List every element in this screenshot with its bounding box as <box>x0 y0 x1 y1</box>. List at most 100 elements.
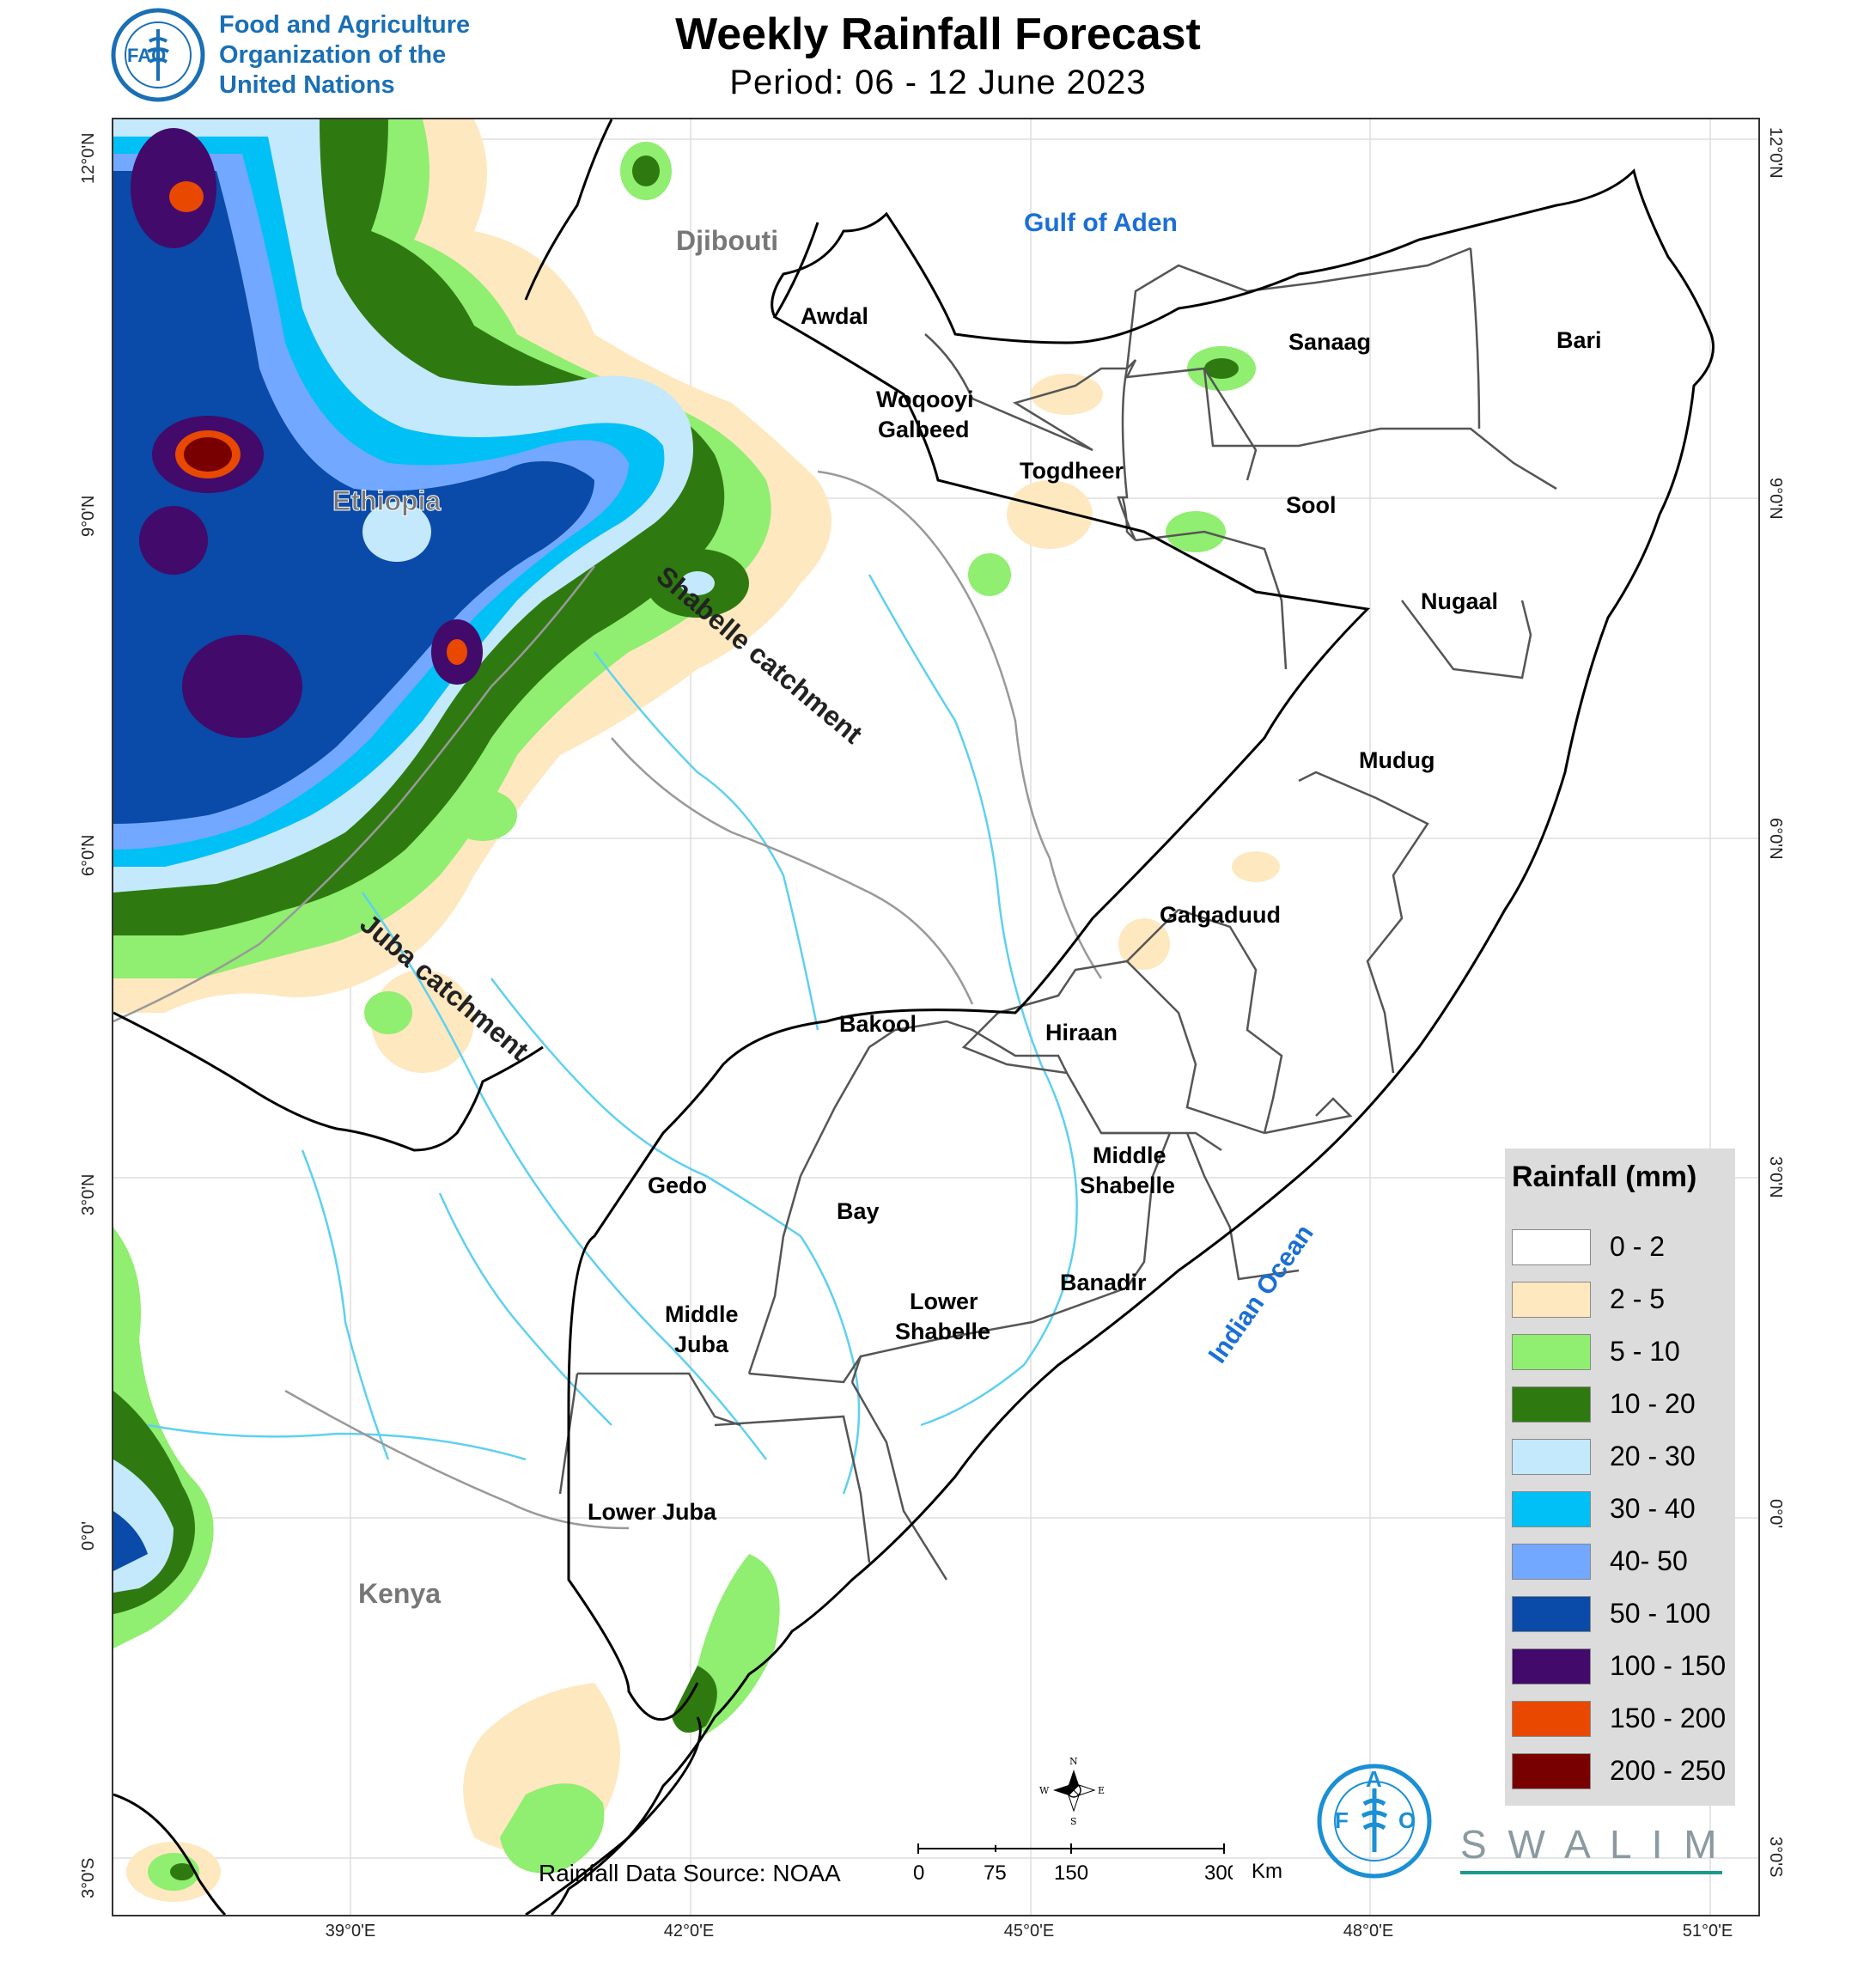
region-bay: Bay <box>837 1198 880 1224</box>
catchment-boundaries <box>113 470 1103 1530</box>
region-hiraan: Hiraan <box>1045 1020 1118 1045</box>
scale-label: 75 <box>984 1861 1007 1885</box>
svg-text:A: A <box>1366 1766 1382 1792</box>
region-lower-shabelle-2: Shabelle <box>895 1319 990 1344</box>
region-gedo: Gedo <box>648 1173 707 1198</box>
scale-label: 0 <box>913 1861 924 1885</box>
admin-borders <box>558 247 1557 1581</box>
rainfall-field-kenya <box>113 1228 780 1902</box>
legend-swatch <box>1512 1229 1591 1265</box>
label-kenya: Kenya <box>358 1578 441 1609</box>
lon-tick: 42°0'E <box>663 1922 715 1941</box>
map-title: Weekly Rainfall Forecast <box>675 9 1201 59</box>
legend-swatch <box>1512 1491 1591 1527</box>
lat-tick-right: 12°0'N <box>1766 127 1785 179</box>
svg-text:E: E <box>1098 1785 1105 1796</box>
legend-item: 50 - 100 <box>1512 1596 1733 1636</box>
region-lower-juba: Lower Juba <box>588 1499 717 1525</box>
region-middle-juba-1: Middle <box>665 1301 739 1327</box>
legend-item: 10 - 20 <box>1512 1386 1733 1426</box>
region-galbeed: Galbeed <box>878 417 970 442</box>
org-name-line: Food and Agriculture <box>219 11 471 39</box>
legend-label: 30 - 40 <box>1610 1493 1696 1524</box>
rainfall-legend: Rainfall (mm) 0 - 2 2 - 5 5 - 10 10 - 20 20 … <box>1505 1149 1735 1806</box>
fao-logo-letter-f: FAO <box>127 45 166 66</box>
region-mudug: Mudug <box>1359 747 1434 773</box>
region-labels: Awdal Woqooyi Galbeed Togdheer Sanaag Ba… <box>588 303 1602 1525</box>
rainfall-field-ethiopia <box>113 119 831 1013</box>
legend-swatch <box>1512 1648 1591 1685</box>
org-name-line: United Nations <box>219 71 395 99</box>
label-gulf-of-aden: Gulf of Aden <box>1024 209 1178 237</box>
legend-label: 20 - 30 <box>1610 1441 1696 1471</box>
label-ethiopia: Ethiopia <box>332 485 441 516</box>
legend-item: 40- 50 <box>1512 1544 1733 1583</box>
coastline-kenya <box>550 1716 716 1915</box>
swalim-underline <box>1460 1871 1722 1874</box>
legend-item: 2 - 5 <box>1512 1282 1733 1321</box>
legend-swatch <box>1512 1701 1591 1737</box>
lon-tick: 39°0'E <box>325 1922 376 1941</box>
lat-tick-right: 3°0'N <box>1766 1156 1785 1198</box>
legend-item: 30 - 40 <box>1512 1491 1733 1531</box>
scale-unit-label: Km <box>1252 1860 1282 1883</box>
lon-tick: 45°0'E <box>1003 1922 1055 1941</box>
legend-label: 0 - 2 <box>1610 1231 1666 1262</box>
lat-tick-left: 6°0'N <box>79 834 98 876</box>
legend-item: 150 - 200 <box>1512 1701 1733 1740</box>
org-name-line: Organization of the <box>219 41 447 69</box>
fao-logo-bottom-icon: F O A <box>1317 1764 1432 1879</box>
swalim-logo: S W A L I M <box>1460 1821 1722 1874</box>
legend-label: 150 - 200 <box>1610 1703 1727 1733</box>
legend-swatch <box>1512 1334 1591 1370</box>
legend-item: 20 - 30 <box>1512 1439 1733 1478</box>
legend-swatch <box>1512 1753 1591 1789</box>
forecast-period: Period: 06 - 12 June 2023 <box>729 64 1147 101</box>
legend-label: 200 - 250 <box>1610 1755 1727 1786</box>
legend-item: 5 - 10 <box>1512 1334 1733 1374</box>
legend-item: 200 - 250 <box>1512 1753 1733 1793</box>
map-canvas: Gulf of Aden Indian Ocean Ethiopia Djibo… <box>113 119 1758 1915</box>
legend-label: 100 - 150 <box>1610 1650 1727 1681</box>
legend-label: 10 - 20 <box>1610 1388 1696 1419</box>
legend-swatch <box>1512 1282 1591 1318</box>
lat-tick-left: 3°0'S <box>79 1857 98 1898</box>
region-sool: Sool <box>1286 492 1337 518</box>
region-bari: Bari <box>1556 327 1602 353</box>
region-woqooyi: Woqooyi <box>876 387 973 412</box>
legend-swatch <box>1512 1386 1591 1423</box>
svg-text:F: F <box>1335 1807 1349 1833</box>
lat-tick-right: 6°0'N <box>1766 818 1785 860</box>
region-middle-shabelle-1: Middle <box>1093 1142 1166 1168</box>
lat-tick-right: 3°0'S <box>1766 1837 1785 1878</box>
scale-label: 150 <box>1054 1861 1088 1885</box>
legend-label: 5 - 10 <box>1610 1336 1680 1367</box>
lat-tick-right: 0°0' <box>1766 1499 1785 1529</box>
region-awdal: Awdal <box>801 303 868 329</box>
legend-swatch <box>1512 1544 1591 1580</box>
svg-text:S: S <box>1070 1816 1077 1827</box>
region-lower-shabelle-1: Lower <box>910 1289 978 1314</box>
north-arrow-icon: N S E W <box>1039 1756 1105 1827</box>
region-nugaal: Nugaal <box>1421 588 1498 614</box>
legend-item: 100 - 150 <box>1512 1648 1733 1688</box>
lat-tick-right: 9°0'N <box>1766 478 1785 520</box>
legend-label: 40- 50 <box>1610 1545 1688 1576</box>
scale-label: 300 <box>1204 1861 1233 1885</box>
lat-tick-left: 12°0'N <box>79 132 98 184</box>
svg-text:N: N <box>1069 1756 1078 1767</box>
region-togdheer: Togdheer <box>1020 458 1124 484</box>
region-middle-juba-2: Juba <box>674 1331 729 1357</box>
lon-tick: 51°0'E <box>1682 1922 1733 1941</box>
swalim-text: S W A L I M <box>1460 1822 1722 1867</box>
rainfall-map[interactable]: Gulf of Aden Indian Ocean Ethiopia Djibo… <box>112 118 1760 1916</box>
svg-text:O: O <box>1398 1807 1416 1833</box>
legend-title: Rainfall (mm) <box>1512 1161 1697 1193</box>
region-bakool: Bakool <box>839 1011 917 1037</box>
legend-swatch <box>1512 1596 1591 1632</box>
legend-swatch <box>1512 1439 1591 1475</box>
svg-text:W: W <box>1039 1785 1050 1796</box>
region-banadir: Banadir <box>1060 1270 1147 1295</box>
label-djibouti: Djibouti <box>676 225 778 256</box>
region-middle-shabelle-2: Shabelle <box>1080 1173 1175 1198</box>
